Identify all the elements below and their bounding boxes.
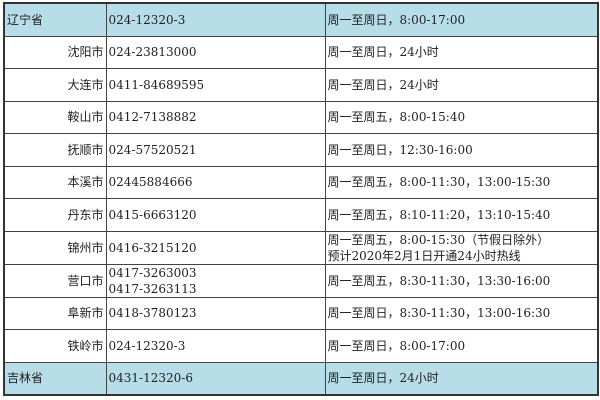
- phone-cell: 024-23813000: [105, 35, 326, 69]
- phone-number: 02445884666: [108, 175, 193, 190]
- city-row: 丹东市 0415-6663120 周一至周五，8:10-11:20，13:10-15…: [3, 198, 599, 232]
- phone-number: 0418-3780123: [108, 306, 197, 321]
- city-row: 抚顺市 024-57520521 周一至周日，12:30-16:00: [3, 133, 599, 167]
- region-name: 锦州市: [3, 230, 107, 265]
- service-hours: 周一至周五，8:30-11:30，13:30-16:00: [327, 273, 551, 288]
- region-name: 鞍山市: [3, 100, 107, 134]
- service-hours: 周一至周五，8:00-11:30，13:00-15:30: [327, 175, 551, 190]
- region-name: 沈阳市: [3, 35, 107, 69]
- city-row: 沈阳市 024-23813000 周一至周日，24小时: [3, 35, 599, 69]
- region-name: 辽宁省: [3, 2, 107, 37]
- phone-cell: 0411-84689595: [105, 68, 326, 102]
- service-hours-cell: 周一至周五，8:10-11:20，13:10-15:40: [324, 198, 599, 232]
- phone-number: 0411-84689595: [108, 77, 205, 92]
- city-row: 本溪市 02445884666 周一至周五，8:00-11:30，13:00-15:…: [3, 165, 599, 199]
- region-name: 大连市: [3, 68, 107, 102]
- service-hours-cell: 周一至周日，24小时: [324, 68, 599, 102]
- region-name: 丹东市: [3, 198, 107, 232]
- phone-cell: 0415-6663120: [105, 198, 326, 232]
- service-hours: 周一至周日，8:00-17:00: [327, 12, 466, 27]
- service-hours: 周一至周五，8:00-15:30（节假日除外）: [327, 232, 550, 247]
- phone-cell: 0412-7138882: [105, 100, 326, 134]
- service-hours: 周一至周日，12:30-16:00: [327, 142, 473, 157]
- hotline-table: 辽宁省 024-12320-3 周一至周日，8:00-17:00 沈阳市 024-238…: [3, 2, 599, 396]
- phone-number: 024-12320-3: [108, 12, 186, 27]
- phone-cell: 02445884666: [105, 165, 326, 199]
- phone-number: 0416-3215120: [108, 240, 197, 255]
- phone-number: 0417-3263113: [108, 281, 197, 296]
- service-hours: 周一至周五，8:00-15:40: [327, 110, 466, 125]
- province-row: 吉林省 0431-12320-6 周一至周日，24小时: [3, 361, 599, 396]
- service-hours-cell: 周一至周五，8:30-11:30，13:30-16:00: [324, 263, 599, 298]
- region-name: 吉林省: [3, 361, 107, 396]
- phone-number: 024-12320-3: [108, 338, 186, 353]
- phone-number: 0431-12320-6: [108, 371, 193, 386]
- phone-number: 0415-6663120: [108, 207, 197, 222]
- service-hours-cell: 周一至周日，8:30-11:30，13:00-16:30: [324, 296, 599, 330]
- city-row: 铁岭市 024-12320-3 周一至周日，8:00-17:00: [3, 329, 599, 363]
- service-hours: 周一至周日，8:30-11:30，13:00-16:30: [327, 306, 551, 321]
- service-hours-cell: 周一至周日，12:30-16:00: [324, 133, 599, 167]
- city-row: 锦州市 0416-3215120 周一至周五，8:00-15:30（节假日除外） 预计…: [3, 230, 599, 265]
- service-hours: 周一至周日，24小时: [327, 45, 439, 60]
- phone-cell: 0431-12320-6: [105, 361, 326, 396]
- phone-number: 024-23813000: [108, 45, 197, 60]
- phone-cell: 024-12320-3: [105, 329, 326, 363]
- city-row: 鞍山市 0412-7138882 周一至周五，8:00-15:40: [3, 100, 599, 134]
- service-hours: 周一至周日，24小时: [327, 77, 439, 92]
- service-hours: 周一至周日，24小时: [327, 371, 439, 386]
- service-hours-cell: 周一至周日，8:00-17:00: [324, 329, 599, 363]
- phone-number: 0412-7138882: [108, 110, 197, 125]
- service-hours-cell: 周一至周五，8:00-11:30，13:00-15:30: [324, 165, 599, 199]
- service-hours-cell: 周一至周日，24小时: [324, 361, 599, 396]
- phone-cell: 0418-3780123: [105, 296, 326, 330]
- phone-number: 024-57520521: [108, 142, 197, 157]
- phone-cell: 0416-3215120: [105, 230, 326, 265]
- city-row: 营口市 0417-3263003 0417-3263113 周一至周五，8:30-11…: [3, 263, 599, 298]
- city-row: 大连市 0411-84689595 周一至周日，24小时: [3, 68, 599, 102]
- service-hours: 周一至周五，8:10-11:20，13:10-15:40: [327, 207, 551, 222]
- service-hours: 周一至周日，8:00-17:00: [327, 338, 466, 353]
- service-hours-cell: 周一至周日，24小时: [324, 35, 599, 69]
- region-name: 本溪市: [3, 165, 107, 199]
- region-name: 营口市: [3, 263, 107, 298]
- province-row: 辽宁省 024-12320-3 周一至周日，8:00-17:00: [3, 2, 599, 37]
- service-hours-cell: 周一至周日，8:00-17:00: [324, 2, 599, 37]
- phone-number: 0417-3263003: [108, 265, 197, 280]
- region-name: 阜新市: [3, 296, 107, 330]
- phone-cell: 024-12320-3: [105, 2, 326, 37]
- service-hours-cell: 周一至周五，8:00-15:30（节假日除外） 预计2020年2月1日开通24小时…: [324, 230, 599, 265]
- phone-cell: 0417-3263003 0417-3263113: [105, 263, 326, 298]
- phone-cell: 024-57520521: [105, 133, 326, 167]
- region-name: 铁岭市: [3, 329, 107, 363]
- service-hours-cell: 周一至周五，8:00-15:40: [324, 100, 599, 134]
- city-row: 阜新市 0418-3780123 周一至周日，8:30-11:30，13:00-16…: [3, 296, 599, 330]
- region-name: 抚顺市: [3, 133, 107, 167]
- service-hours: 预计2020年2月1日开通24小时热线: [327, 248, 521, 263]
